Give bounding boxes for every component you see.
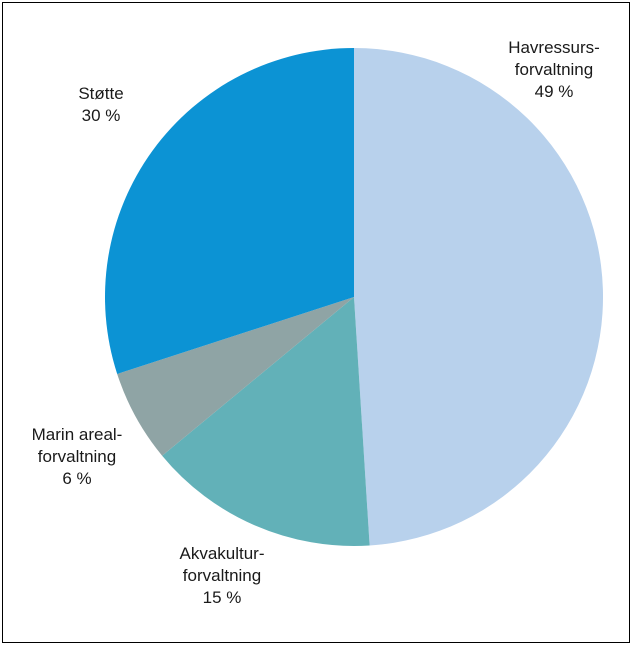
slice-label-1: Akvakultur-forvaltning 15 % <box>179 544 264 607</box>
slice-label-line: Støtte <box>78 84 123 103</box>
pie-slices <box>105 47 604 547</box>
slice-label-line: forvaltning <box>183 566 261 585</box>
slice-label-line: 6 % <box>62 469 91 488</box>
slice-label-line: Akvakultur- <box>179 544 264 563</box>
pie-slice-2 <box>117 297 354 456</box>
slice-label-line: forvaltning <box>38 447 116 466</box>
slice-label-0: Havressurs-forvaltning 49 % <box>508 38 600 101</box>
pie-slice-0 <box>354 48 604 546</box>
slice-label-line: Havressurs- <box>508 38 600 57</box>
slice-label-3: Støtte 30 % <box>78 84 123 125</box>
pie-slice-3 <box>105 47 354 374</box>
slice-label-line: 30 % <box>82 106 121 125</box>
slice-label-line: forvaltning <box>515 60 593 79</box>
pie-labels: Havressurs-forvaltning 49 % Akvakultur-for… <box>32 38 600 607</box>
slice-label-line: Marin areal- <box>32 425 123 444</box>
slice-label-2: Marin areal-forvaltning 6 % <box>32 425 123 488</box>
pie-slice-1 <box>162 297 370 547</box>
slice-label-line: 49 % <box>535 82 574 101</box>
slice-label-line: 15 % <box>203 588 242 607</box>
